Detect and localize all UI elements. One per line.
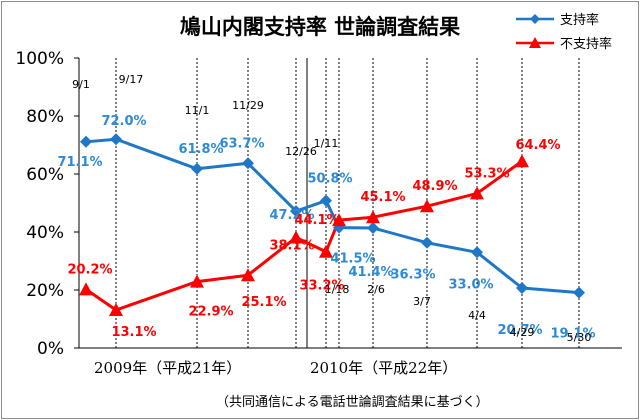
support-point-9-17 bbox=[110, 133, 122, 146]
date-label-9-1: 9/1 bbox=[72, 78, 90, 91]
nonsupport-point-1-11 bbox=[319, 244, 333, 258]
chart-title: 鳩山内閣支持率 世論調査結果 bbox=[180, 15, 460, 39]
support-label-9-1: 71.1% bbox=[57, 155, 102, 170]
y-axis-ticks: 0% 20% 40% 60% 80% 100% bbox=[15, 49, 79, 359]
year-label-2010: 2010年（平成22年） bbox=[310, 359, 457, 377]
markers bbox=[79, 133, 585, 317]
y-tick-label-100: 100% bbox=[15, 49, 64, 69]
nonsupport-point-1-18 bbox=[332, 213, 346, 227]
nonsupport-point-11-1 bbox=[190, 274, 204, 288]
nonsupport-label-11-1: 22.9% bbox=[188, 305, 233, 320]
date-label-9-17: 9/17 bbox=[119, 73, 144, 86]
support-label-3-7: 36.3% bbox=[390, 268, 435, 283]
date-label-4-29: 4/29 bbox=[510, 326, 535, 339]
axes bbox=[78, 58, 622, 349]
support-point-4-4 bbox=[471, 246, 483, 259]
support-point-2-6 bbox=[367, 221, 379, 234]
nonsupport-point-11-29 bbox=[241, 268, 255, 282]
nonsupport-label-4-4: 53.3% bbox=[464, 166, 509, 181]
y-tick-label-0: 0% bbox=[37, 339, 64, 359]
nonsupport-point-4-29 bbox=[515, 154, 529, 168]
date-label-12-26: 12/26 bbox=[285, 145, 317, 158]
nonsupport-point-2-6 bbox=[366, 210, 380, 224]
nonsupport-label-9-1: 20.2% bbox=[67, 262, 112, 277]
date-label-2-6: 2/6 bbox=[367, 283, 385, 296]
support-point-5-30 bbox=[573, 286, 585, 299]
date-label-1-18: 1/18 bbox=[325, 283, 350, 296]
support-label-5-30: 19.1% bbox=[550, 327, 595, 342]
nonsupport-point-9-1 bbox=[79, 282, 93, 296]
year-label-2009: 2009年（平成21年） bbox=[94, 359, 241, 377]
support-label-4-4: 33.0% bbox=[448, 277, 493, 292]
legend-label-support: 支持率 bbox=[560, 12, 599, 28]
series-line-support bbox=[85, 137, 580, 295]
support-label-9-17: 72.0% bbox=[101, 114, 146, 129]
grid bbox=[115, 58, 580, 348]
value-labels: 71.1% 72.0% 61.8%63.7% 47.2% 50.8% 41.5%41.4%… bbox=[57, 114, 595, 341]
support-label-1-18: 41.5% bbox=[330, 252, 375, 267]
support-point-4-29 bbox=[516, 281, 528, 294]
support-label-2-6: 41.4% bbox=[348, 265, 393, 280]
support-point-12-26 bbox=[290, 205, 302, 218]
support-point-3-7 bbox=[421, 236, 433, 249]
nonsupport-point-9-17 bbox=[109, 303, 123, 317]
support-label-11-1: 61.8% bbox=[178, 142, 223, 157]
legend-marker-nonsupport bbox=[529, 37, 541, 48]
nonsupport-label-9-17: 13.1% bbox=[111, 325, 156, 340]
source-note: （共同通信による電話世論調査結果に基づく） bbox=[216, 394, 489, 410]
nonsupport-point-4-4 bbox=[470, 186, 484, 200]
support-label-4-29: 20.7% bbox=[497, 323, 542, 338]
date-labels: 9/1 9/17 11/1 11/29 12/261/11 1/18 2/6 3/7 4/4 4/… bbox=[72, 73, 591, 344]
support-point-1-11 bbox=[320, 194, 332, 207]
legend-marker-support bbox=[530, 14, 540, 24]
support-point-11-1 bbox=[191, 162, 203, 175]
date-label-4-4: 4/4 bbox=[468, 309, 486, 322]
date-label-3-7: 3/7 bbox=[413, 295, 431, 308]
nonsupport-label-1-11: 33.2% bbox=[299, 279, 344, 294]
date-label-11-29: 11/29 bbox=[232, 99, 264, 112]
nonsupport-label-4-29: 64.4% bbox=[515, 138, 560, 153]
nonsupport-label-2-6: 45.1% bbox=[360, 190, 405, 205]
nonsupport-label-1-18: 44.1% bbox=[294, 213, 339, 228]
legend: 支持率 不支持率 bbox=[516, 12, 612, 52]
nonsupport-label-3-7: 48.9% bbox=[412, 179, 457, 194]
nonsupport-label-11-29: 25.1% bbox=[241, 295, 286, 310]
support-label-1-11: 50.8% bbox=[307, 172, 352, 187]
support-point-11-29 bbox=[242, 157, 254, 170]
support-label-11-29: 63.7% bbox=[219, 136, 264, 151]
support-point-9-1 bbox=[80, 135, 92, 148]
date-label-5-30: 5/30 bbox=[567, 331, 592, 344]
support-label-12-26: 47.2% bbox=[269, 208, 314, 223]
nonsupport-point-12-26 bbox=[289, 230, 303, 244]
y-tick-label-60: 60% bbox=[26, 165, 64, 185]
y-tick-label-80: 80% bbox=[26, 107, 64, 127]
y-tick-label-40: 40% bbox=[26, 223, 64, 243]
y-tick-label-20: 20% bbox=[26, 281, 64, 301]
date-label-11-1: 11/1 bbox=[185, 104, 210, 117]
date-label-1-11: 1/11 bbox=[314, 137, 339, 150]
nonsupport-label-12-26: 38.1% bbox=[269, 239, 314, 254]
legend-label-nonsupport: 不支持率 bbox=[560, 36, 612, 52]
nonsupport-point-3-7 bbox=[420, 199, 434, 213]
